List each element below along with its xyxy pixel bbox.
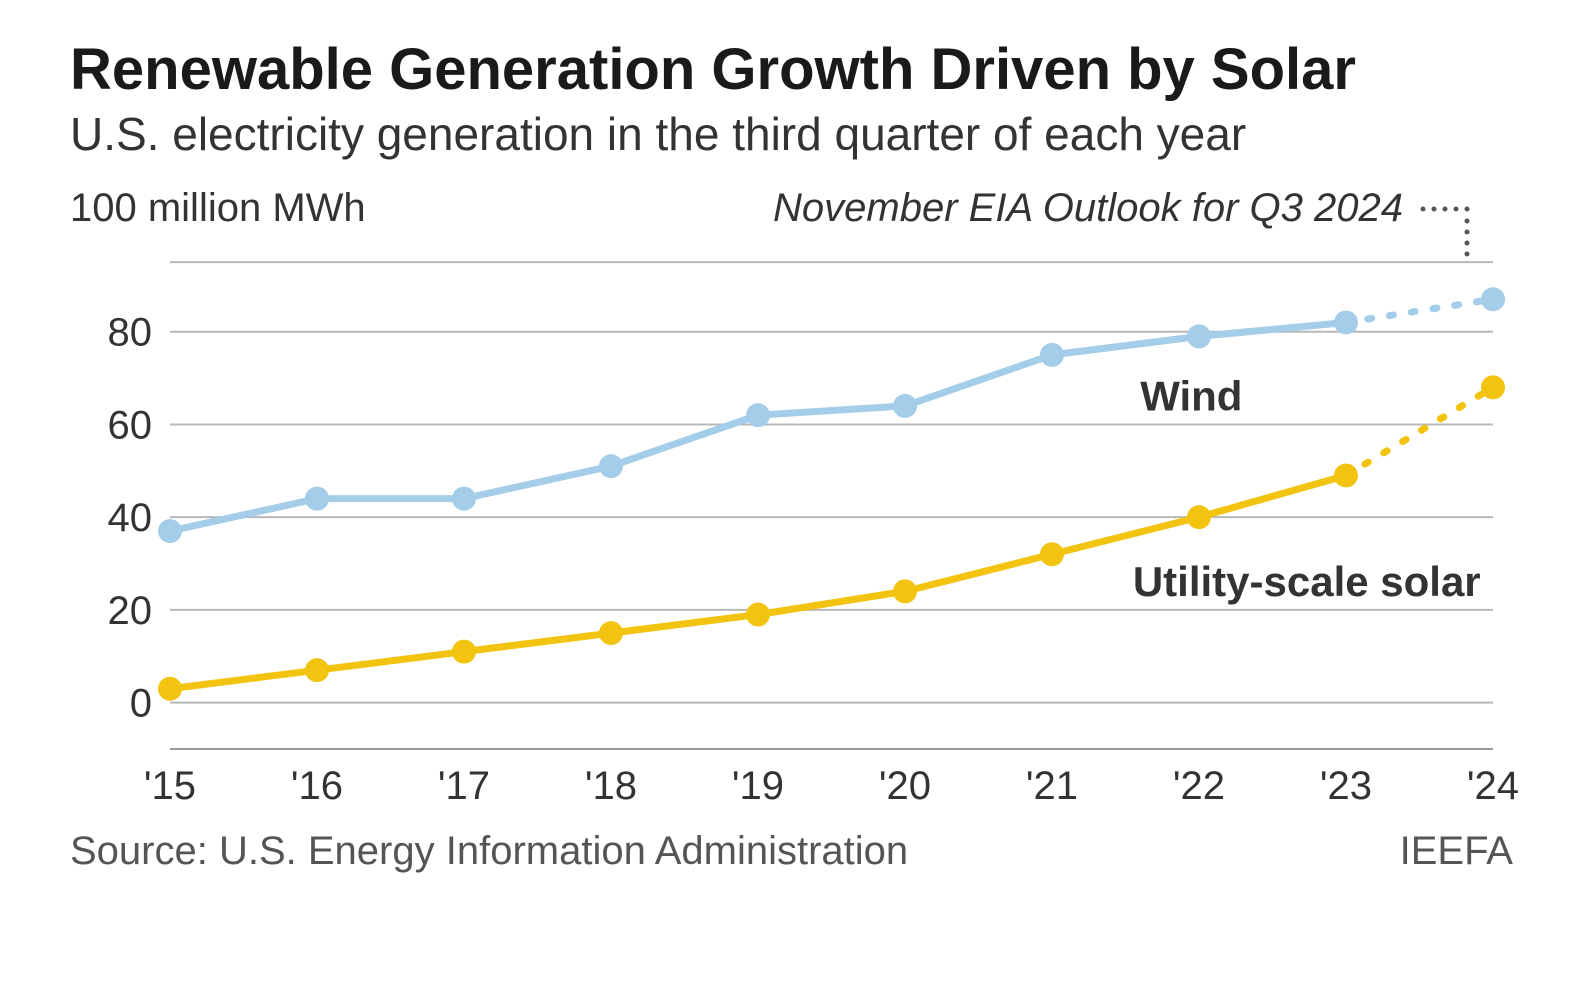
series-marker-utilityscalesolar [746,602,770,626]
series-marker-wind [305,487,329,511]
forecast-legend-dot [1432,206,1437,211]
x-tick-label: '16 [291,764,343,808]
series-marker-utilityscalesolar [158,677,182,701]
unit-label: 100 million MWh [70,186,366,230]
series-marker-utilityscalesolar [452,640,476,664]
x-tick-label: '21 [1026,764,1078,808]
forecast-legend-dot [1421,206,1426,211]
forecast-legend-dot [1465,240,1470,245]
x-tick-label: '20 [879,764,931,808]
series-marker-utilityscalesolar [1481,375,1505,399]
y-tick-label: 80 [108,311,153,355]
forecast-legend-dot [1465,218,1470,223]
forecast-legend-dot [1443,206,1448,211]
series-line-forecast-wind [1346,299,1493,322]
forecast-legend-dot [1465,251,1470,256]
forecast-label: November EIA Outlook for Q3 2024 [773,186,1403,230]
series-marker-utilityscalesolar [893,579,917,603]
source-text: Source: U.S. Energy Information Administ… [70,829,908,874]
x-tick-label: '15 [144,764,196,808]
series-marker-wind [452,487,476,511]
series-marker-wind [599,454,623,478]
chart-title: Renewable Generation Growth Driven by So… [60,40,1523,101]
series-marker-wind [1481,287,1505,311]
x-tick-label: '23 [1320,764,1372,808]
x-tick-label: '19 [732,764,784,808]
chart-svg: 0 20 40 60 80 100 million MWh November EIA Out… [60,179,1523,819]
series-marker-wind [893,394,917,418]
series-label-utilityscalesolar: Utility-scale solar [1133,558,1481,605]
y-tick-label: 60 [108,403,153,447]
series-label-wind: Wind [1140,372,1242,419]
attribution: IEEFA [1400,829,1513,874]
series-marker-wind [746,403,770,427]
source-prefix: Source: [70,829,219,873]
series-marker-utilityscalesolar [1040,542,1064,566]
x-tick-label: '18 [585,764,637,808]
series-marker-wind [1334,310,1358,334]
forecast-legend-dot [1465,229,1470,234]
x-tick-label: '24 [1467,764,1519,808]
x-tick-label: '22 [1173,764,1225,808]
source-row: Source: U.S. Energy Information Administ… [60,819,1523,874]
series-marker-utilityscalesolar [1187,505,1211,529]
series-marker-wind [1187,324,1211,348]
y-tick-label: 20 [108,589,153,633]
series-marker-utilityscalesolar [1334,463,1358,487]
source-name: U.S. Energy Information Administration [219,829,908,873]
y-tick-label: 40 [108,496,153,540]
series-marker-wind [1040,343,1064,367]
forecast-legend-dot [1465,206,1470,211]
x-tick-label: '17 [438,764,490,808]
chart-container: Renewable Generation Growth Driven by So… [0,0,1583,983]
series-line-forecast-utilityscalesolar [1346,387,1493,475]
y-tick-label: 0 [130,682,152,726]
chart-subtitle: U.S. electricity generation in the third… [60,107,1523,161]
forecast-legend-dot [1454,206,1459,211]
series-marker-wind [158,519,182,543]
series-marker-utilityscalesolar [305,658,329,682]
series-marker-utilityscalesolar [599,621,623,645]
plot-area: 0 20 40 60 80 100 million MWh November EIA Out… [60,179,1523,819]
